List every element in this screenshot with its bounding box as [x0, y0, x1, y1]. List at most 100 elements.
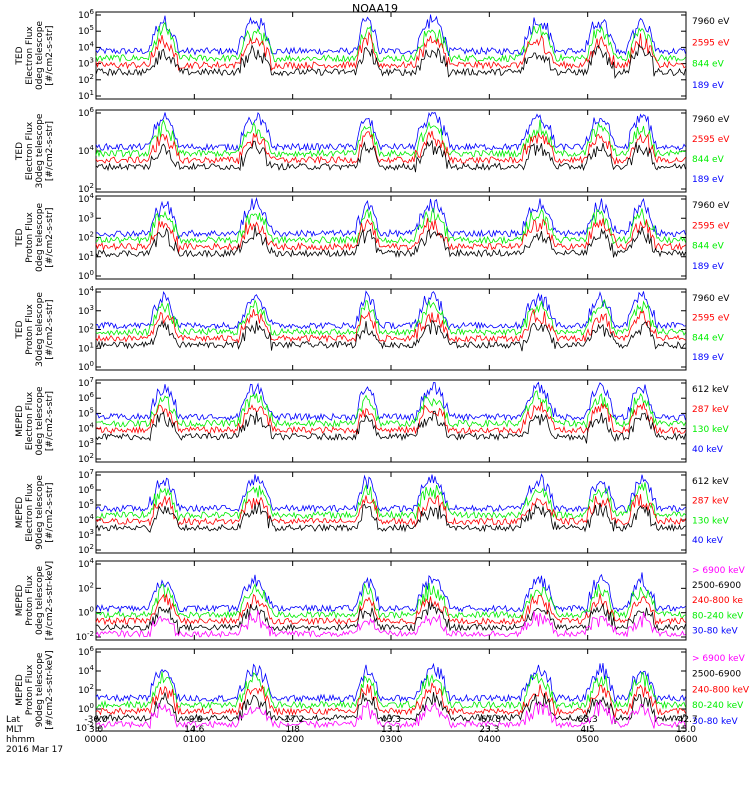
y-tick-label: 104: [78, 192, 94, 205]
series-trace: [95, 308, 686, 344]
series-trace: [95, 691, 686, 725]
y-axis-label: 0deg telescope: [35, 203, 45, 273]
y-tick-label: 102: [78, 581, 94, 594]
legend-entry: 80-240 keV: [692, 611, 744, 621]
series-trace: [95, 119, 686, 159]
legend-entry: 2595 eV: [692, 314, 730, 324]
footer-date: 2016 Mar 17: [6, 745, 63, 755]
legend-entry: 240-800 ke: [692, 596, 743, 606]
y-axis-label: Electron Flux: [25, 391, 35, 450]
y-tick-label: 10-2: [76, 630, 94, 643]
series-trace: [95, 225, 686, 258]
y-tick-label: 106: [78, 645, 94, 658]
footer-value: 1.8: [286, 725, 301, 735]
panel-1: 101 102 103 104 105 106 TED Electron Flux 0deg t…: [15, 8, 730, 102]
series-trace: [95, 207, 686, 245]
footer-row-label: Lat: [6, 715, 21, 725]
footer-value: 0300: [380, 735, 403, 745]
legend-entry: 2595 eV: [692, 38, 730, 48]
y-axis-label: TED: [15, 142, 25, 161]
series-trace: [95, 610, 686, 639]
series-trace: [95, 390, 686, 429]
footer-row-label: hhmm: [6, 735, 35, 745]
footer-value: -67.8: [478, 715, 502, 725]
y-tick-label: 104: [78, 144, 94, 157]
y-axis-label: 0deg telescope: [35, 386, 45, 456]
panel-3: 100 101 102 103 104 TED Proton Flux 0deg telesc…: [15, 192, 730, 282]
y-axis-label: Proton Flux: [25, 664, 35, 715]
series-trace: [95, 601, 686, 636]
footer-value: 0200: [281, 735, 304, 745]
series-trace: [95, 21, 686, 63]
legend-entry: 287 keV: [692, 497, 729, 507]
footer-value: 23.3: [479, 725, 499, 735]
series-trace: [95, 473, 686, 514]
panel-6: 102 103 104 105 106 107 MEPED Electron Flux 90de…: [15, 468, 729, 556]
y-axis-label: 90deg telescope: [35, 652, 45, 727]
footer-value: -9.9: [186, 715, 204, 725]
y-tick-label: 102: [78, 683, 94, 696]
legend-entry: 40 keV: [692, 445, 724, 455]
y-axis-label: Proton Flux: [25, 304, 35, 355]
y-axis-label: 90deg telescope: [35, 475, 45, 550]
legend-entry: 130 keV: [692, 516, 729, 526]
y-tick-label: 100: [78, 606, 94, 619]
y-axis-label: 30deg telescope: [35, 113, 45, 188]
y-axis-label: [#/cm2-s-str]: [45, 25, 55, 85]
y-tick-label: 102: [78, 182, 94, 195]
series-trace: [95, 494, 686, 528]
y-axis-label: Proton Flux: [25, 575, 35, 626]
footer-value: 0400: [478, 735, 501, 745]
footer-value: 43.3: [381, 715, 401, 725]
y-tick-label: 106: [78, 8, 94, 21]
series-trace: [95, 130, 686, 165]
y-tick-label: 102: [78, 452, 94, 465]
legend-entry: 189 eV: [692, 81, 725, 91]
legend-entry: 7960 eV: [692, 201, 730, 211]
footer-value: 0500: [576, 735, 599, 745]
legend-entry: 7960 eV: [692, 115, 730, 125]
y-axis-label: 30deg telescope: [35, 292, 45, 367]
legend-entry: 40 keV: [692, 536, 724, 546]
y-tick-label: 100: [78, 269, 94, 282]
y-tick-label: 104: [78, 557, 94, 570]
y-tick-label: 102: [78, 231, 94, 244]
y-axis-label: TED: [15, 320, 25, 339]
y-axis-label: TED: [15, 46, 25, 65]
panel-8: 10-2 100 102 104 106 MEPED Proton Flux 90deg te…: [15, 645, 750, 734]
series-trace: [95, 671, 686, 712]
y-axis-label: [#/cm2-s-str]: [45, 121, 55, 181]
series-trace: [95, 482, 686, 521]
y-axis-label: TED: [15, 228, 25, 247]
series-trace: [95, 401, 686, 436]
footer-value: 4.5: [581, 725, 595, 735]
series-trace: [95, 700, 686, 730]
legend-entry: 80-240 keV: [692, 701, 744, 711]
legend-entry: 2500-6900: [692, 581, 741, 591]
y-tick-label: 104: [78, 513, 94, 526]
y-axis-label: Electron Flux: [25, 26, 35, 85]
footer-row-label: MLT: [6, 725, 24, 735]
y-tick-label: 100: [78, 360, 94, 373]
legend-entry: 7960 eV: [692, 17, 730, 27]
y-tick-label: 107: [78, 468, 94, 481]
footer-value: 13.1: [381, 725, 401, 735]
legend-entry: 30-80 keV: [692, 626, 738, 636]
y-tick-label: 106: [78, 106, 94, 119]
y-axis-label: [#/cm2-s-str]: [45, 482, 55, 542]
footer-value: 0000: [85, 735, 108, 745]
legend-entry: 130 keV: [692, 425, 729, 435]
y-tick-label: 105: [78, 406, 94, 419]
legend-entry: 844 eV: [692, 242, 725, 252]
series-trace: [95, 502, 686, 533]
y-tick-label: 105: [78, 24, 94, 37]
legend-entry: 2500-6900: [692, 670, 741, 680]
footer-value: 15.0: [676, 725, 696, 735]
legend-entry: 612 keV: [692, 385, 729, 395]
series-trace: [95, 31, 686, 72]
series-trace: [95, 662, 686, 704]
y-axis-label: [#/cm2-s-str]: [45, 391, 55, 451]
series-trace: [95, 381, 686, 422]
